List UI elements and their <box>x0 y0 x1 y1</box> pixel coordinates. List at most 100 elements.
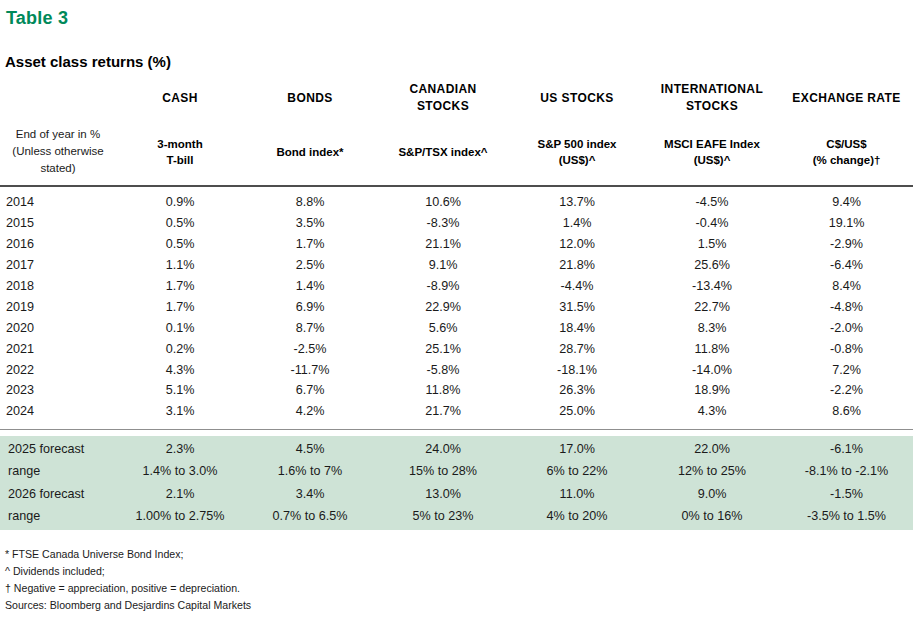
cell-value: 2.1% <box>116 487 244 501</box>
row-label: 2018 <box>0 279 116 293</box>
footnote-line: ^ Dividends included; <box>5 563 913 580</box>
cell-value: -8.3% <box>376 216 510 230</box>
cell-value: 8.3% <box>644 321 780 335</box>
column-group-header: BONDS <box>244 77 376 119</box>
text-line: STOCKS <box>417 98 469 115</box>
table-row: 20160.5%1.7%21.1%12.0%1.5%-2.9% <box>0 234 913 255</box>
cell-value: 12.0% <box>510 237 644 251</box>
cell-value: 1.4% <box>510 216 644 230</box>
cell-value: 11.8% <box>644 342 780 356</box>
cell-value: 18.4% <box>510 321 644 335</box>
cell-value: 12% to 25% <box>644 464 780 478</box>
cell-value: 28.7% <box>510 342 644 356</box>
cell-value: -6.4% <box>780 258 913 272</box>
column-group-header: INTERNATIONALSTOCKS <box>644 77 780 119</box>
cell-value: 5% to 23% <box>376 509 510 523</box>
footnote-line: * FTSE Canada Universe Bond Index; <box>5 546 913 563</box>
cell-value: 25.1% <box>376 342 510 356</box>
footnotes: * FTSE Canada Universe Bond Index;^ Divi… <box>5 546 913 614</box>
cell-value: 7.2% <box>780 363 913 377</box>
column-sub-header: S&P/TSX index^ <box>376 119 510 185</box>
cell-value: 13.7% <box>510 195 644 209</box>
text-line: (US$)^ <box>694 152 731 168</box>
cell-value: 31.5% <box>510 300 644 314</box>
row-label: 2026 forecast <box>0 487 116 501</box>
cell-value: 4.3% <box>644 404 780 418</box>
forecast-row: 2025 forecast2.3%4.5%24.0%17.0%22.0%-6.1… <box>0 438 913 460</box>
row-header-line: stated) <box>0 160 116 177</box>
column-group-header: CASH <box>116 77 244 119</box>
cell-value: 1.4% <box>244 279 376 293</box>
row-header-label: End of year in %(Unless otherwisestated) <box>0 126 116 185</box>
text-line: CASH <box>162 90 198 107</box>
row-header-line: (Unless otherwise <box>0 143 116 160</box>
cell-value: 5.6% <box>376 321 510 335</box>
footnote-line: Sources: Bloomberg and Desjardins Capita… <box>5 597 913 614</box>
row-label: 2014 <box>0 195 116 209</box>
cell-value: -2.5% <box>244 342 376 356</box>
cell-value: 11.0% <box>510 487 644 501</box>
table-header: End of year in %(Unless otherwisestated)… <box>0 77 913 187</box>
table-row: 20181.7%1.4%-8.9%-4.4%-13.4%8.4% <box>0 276 913 297</box>
text-line: 3-month <box>157 136 202 152</box>
cell-value: 0.5% <box>116 216 244 230</box>
text-line: Bond index* <box>276 144 343 160</box>
cell-value: -8.9% <box>376 279 510 293</box>
row-label: range <box>0 509 116 523</box>
row-label: 2023 <box>0 383 116 397</box>
text-line: S&P 500 index <box>537 136 616 152</box>
cell-value: 19.1% <box>780 216 913 230</box>
table-row: 20140.9%8.8%10.6%13.7%-4.5%9.4% <box>0 192 913 213</box>
cell-value: 9.1% <box>376 258 510 272</box>
footnote-line: † Negative = appreciation, positive = de… <box>5 580 913 597</box>
cell-value: 1.4% to 3.0% <box>116 464 244 478</box>
cell-value: 8.6% <box>780 404 913 418</box>
cell-value: 0.2% <box>116 342 244 356</box>
text-line: MSCI EAFE Index <box>664 136 760 152</box>
cell-value: 6.9% <box>244 300 376 314</box>
cell-value: 3.1% <box>116 404 244 418</box>
cell-value: -14.0% <box>644 363 780 377</box>
cell-value: 25.6% <box>644 258 780 272</box>
row-label: 2025 forecast <box>0 442 116 456</box>
table-row: 20191.7%6.9%22.9%31.5%22.7%-4.8% <box>0 296 913 317</box>
text-line: EXCHANGE RATE <box>792 90 900 107</box>
report-page: Table 3 Asset class returns (%) End of y… <box>0 0 913 625</box>
cell-value: 2.5% <box>244 258 376 272</box>
column-group-header: CANADIANSTOCKS <box>376 77 510 119</box>
row-label: 2021 <box>0 342 116 356</box>
table-row: 20210.2%-2.5%25.1%28.7%11.8%-0.8% <box>0 338 913 359</box>
cell-value: 9.4% <box>780 195 913 209</box>
table-number-label: Table 3 <box>6 8 913 29</box>
cell-value: -1.5% <box>780 487 913 501</box>
row-label: 2019 <box>0 300 116 314</box>
cell-value: 1.7% <box>244 237 376 251</box>
cell-value: 0% to 16% <box>644 509 780 523</box>
cell-value: 22.7% <box>644 300 780 314</box>
column-group-header: US STOCKS <box>510 77 644 119</box>
cell-value: 21.7% <box>376 404 510 418</box>
cell-value: 21.8% <box>510 258 644 272</box>
cell-value: 1.5% <box>644 237 780 251</box>
cell-value: 9.0% <box>644 487 780 501</box>
cell-value: -6.1% <box>780 442 913 456</box>
cell-value: 1.1% <box>116 258 244 272</box>
row-label: 2016 <box>0 237 116 251</box>
cell-value: 3.4% <box>244 487 376 501</box>
column-sub-header: MSCI EAFE Index(US$)^ <box>644 119 780 185</box>
table-body: 20140.9%8.8%10.6%13.7%-4.5%9.4%20150.5%3… <box>0 187 913 422</box>
cell-value: 13.0% <box>376 487 510 501</box>
table-row: 20235.1%6.7%11.8%26.3%18.9%-2.2% <box>0 380 913 401</box>
cell-value: 0.7% to 6.5% <box>244 509 376 523</box>
cell-value: 1.00% to 2.75% <box>116 509 244 523</box>
table-row: 20200.1%8.7%5.6%18.4%8.3%-2.0% <box>0 317 913 338</box>
cell-value: 0.1% <box>116 321 244 335</box>
cell-value: -2.9% <box>780 237 913 251</box>
row-label: 2024 <box>0 404 116 418</box>
table-row: 20171.1%2.5%9.1%21.8%25.6%-6.4% <box>0 255 913 276</box>
cell-value: 4% to 20% <box>510 509 644 523</box>
cell-value: 5.1% <box>116 383 244 397</box>
cell-value: -2.0% <box>780 321 913 335</box>
row-label: 2017 <box>0 258 116 272</box>
cell-value: -0.8% <box>780 342 913 356</box>
